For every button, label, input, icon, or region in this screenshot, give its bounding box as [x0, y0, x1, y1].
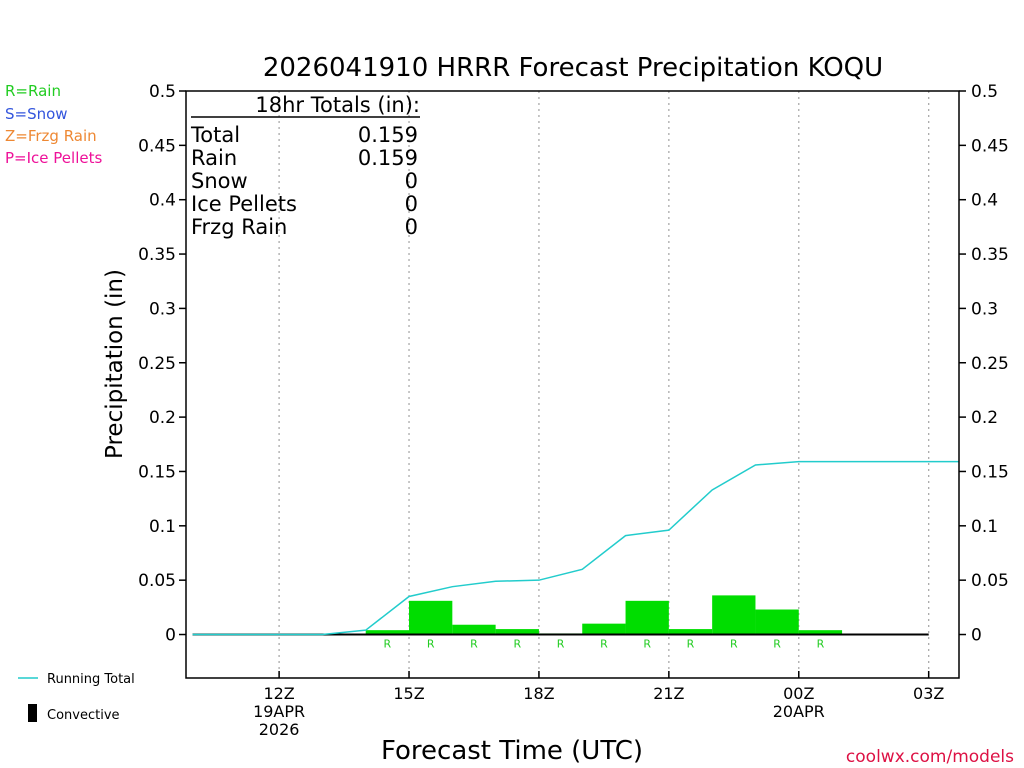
precip-bar	[712, 595, 756, 635]
y-tick-label: 0	[971, 626, 982, 646]
left-y-axis: 0 0.05 0.1 0.15 0.2 0.25 0.3 0.35 0.4 0.45 0.5	[138, 82, 186, 646]
ptype-legend-rain: R=Rain	[5, 82, 61, 100]
series-legend: Running Total Convective	[18, 672, 135, 723]
y-tick-label: 0.35	[138, 245, 176, 265]
precip-bar	[798, 630, 843, 635]
ptype-marker: R	[470, 638, 478, 651]
totals-row-label: Total	[190, 123, 240, 147]
ptype-marker: R	[773, 638, 781, 651]
x-tick-label: 00Z	[783, 684, 814, 703]
y-tick-label: 0.45	[138, 136, 176, 156]
totals-row-value: 0.159	[358, 123, 418, 147]
x-tick-label: 15Z	[393, 684, 424, 703]
precip-bar	[409, 600, 453, 635]
ptype-legend-snow: S=Snow	[5, 105, 68, 123]
x-tick-label: 19APR	[253, 702, 305, 721]
credit-text: coolwx.com/models	[846, 747, 1014, 767]
running-total-line	[192, 460, 959, 636]
vertical-grid-lines	[278, 91, 930, 678]
ptype-marker: R	[427, 638, 435, 651]
precip-bar	[452, 624, 496, 635]
precip-bars	[365, 595, 843, 635]
y-tick-label: 0.05	[138, 571, 176, 591]
y-tick-label: 0.2	[149, 408, 176, 428]
ptype-marker: R	[687, 638, 695, 651]
ptype-marker: R	[730, 638, 738, 651]
x-axis-label: Forecast Time (UTC)	[381, 736, 643, 766]
x-tick-label: 2026	[259, 720, 300, 739]
totals-header: 18hr Totals (in):	[255, 93, 420, 117]
running-total-legend-label: Running Total	[47, 672, 135, 687]
ptype-marker: R	[817, 638, 825, 651]
totals-row-value: 0	[405, 215, 418, 239]
y-tick-label: 0.15	[971, 462, 1009, 482]
ptype-marker: R	[600, 638, 608, 651]
chart-title: 2026041910 HRRR Forecast Precipitation K…	[263, 53, 883, 83]
convective-legend-swatch	[28, 704, 37, 722]
y-tick-label: 0.25	[971, 354, 1009, 374]
totals-row-label: Frzg Rain	[191, 215, 287, 239]
y-tick-label: 0.4	[971, 191, 998, 211]
plot-frame	[185, 90, 960, 679]
ptype-legend-frzg-rain: Z=Frzg Rain	[5, 127, 97, 145]
y-tick-label: 0.3	[149, 299, 176, 319]
totals-box: 18hr Totals (in): Total 0.159 Rain 0.159…	[190, 93, 420, 239]
y-tick-label: 0.5	[149, 82, 176, 102]
y-tick-label: 0.35	[971, 245, 1009, 265]
y-tick-label: 0.1	[971, 517, 998, 537]
totals-row-value: 0	[405, 169, 418, 193]
y-axis-label: Precipitation (in)	[102, 269, 128, 459]
ptype-marker: R	[643, 638, 651, 651]
precip-bar	[668, 629, 713, 635]
y-tick-label: 0.05	[971, 571, 1009, 591]
y-tick-label: 0.25	[138, 354, 176, 374]
ptype-legend: R=Rain S=Snow Z=Frzg Rain P=Ice Pellets	[5, 82, 102, 167]
x-tick-label: 18Z	[523, 684, 554, 703]
totals-row-label: Snow	[191, 169, 248, 193]
y-tick-label: 0.45	[971, 136, 1009, 156]
precip-bar	[365, 630, 410, 635]
y-tick-label: 0.3	[971, 299, 998, 319]
totals-row-label: Ice Pellets	[191, 192, 297, 216]
precip-bar	[625, 600, 669, 635]
precip-bar	[582, 623, 626, 635]
convective-legend-label: Convective	[47, 708, 120, 723]
ptype-marker: R	[513, 638, 521, 651]
ptype-legend-ice-pellets: P=Ice Pellets	[5, 149, 102, 167]
totals-row-value: 0.159	[358, 146, 418, 170]
y-tick-label: 0.4	[149, 191, 176, 211]
ptype-marker: R	[384, 638, 392, 651]
x-tick-label: 03Z	[913, 684, 944, 703]
y-tick-label: 0.2	[971, 408, 998, 428]
y-tick-label: 0.5	[971, 82, 998, 102]
ptype-marker: R	[557, 638, 565, 651]
y-tick-label: 0	[165, 626, 176, 646]
totals-row-value: 0	[405, 192, 418, 216]
y-tick-label: 0.15	[138, 462, 176, 482]
x-tick-label: 21Z	[653, 684, 684, 703]
y-tick-label: 0.1	[149, 517, 176, 537]
precip-bar	[495, 629, 539, 635]
precip-bar	[755, 609, 799, 635]
x-tick-label: 20APR	[773, 702, 825, 721]
right-y-axis: 0 0.05 0.1 0.15 0.2 0.25 0.3 0.35 0.4 0.45 0.5	[959, 82, 1009, 646]
x-tick-label: 12Z	[263, 684, 294, 703]
totals-row-label: Rain	[191, 146, 237, 170]
